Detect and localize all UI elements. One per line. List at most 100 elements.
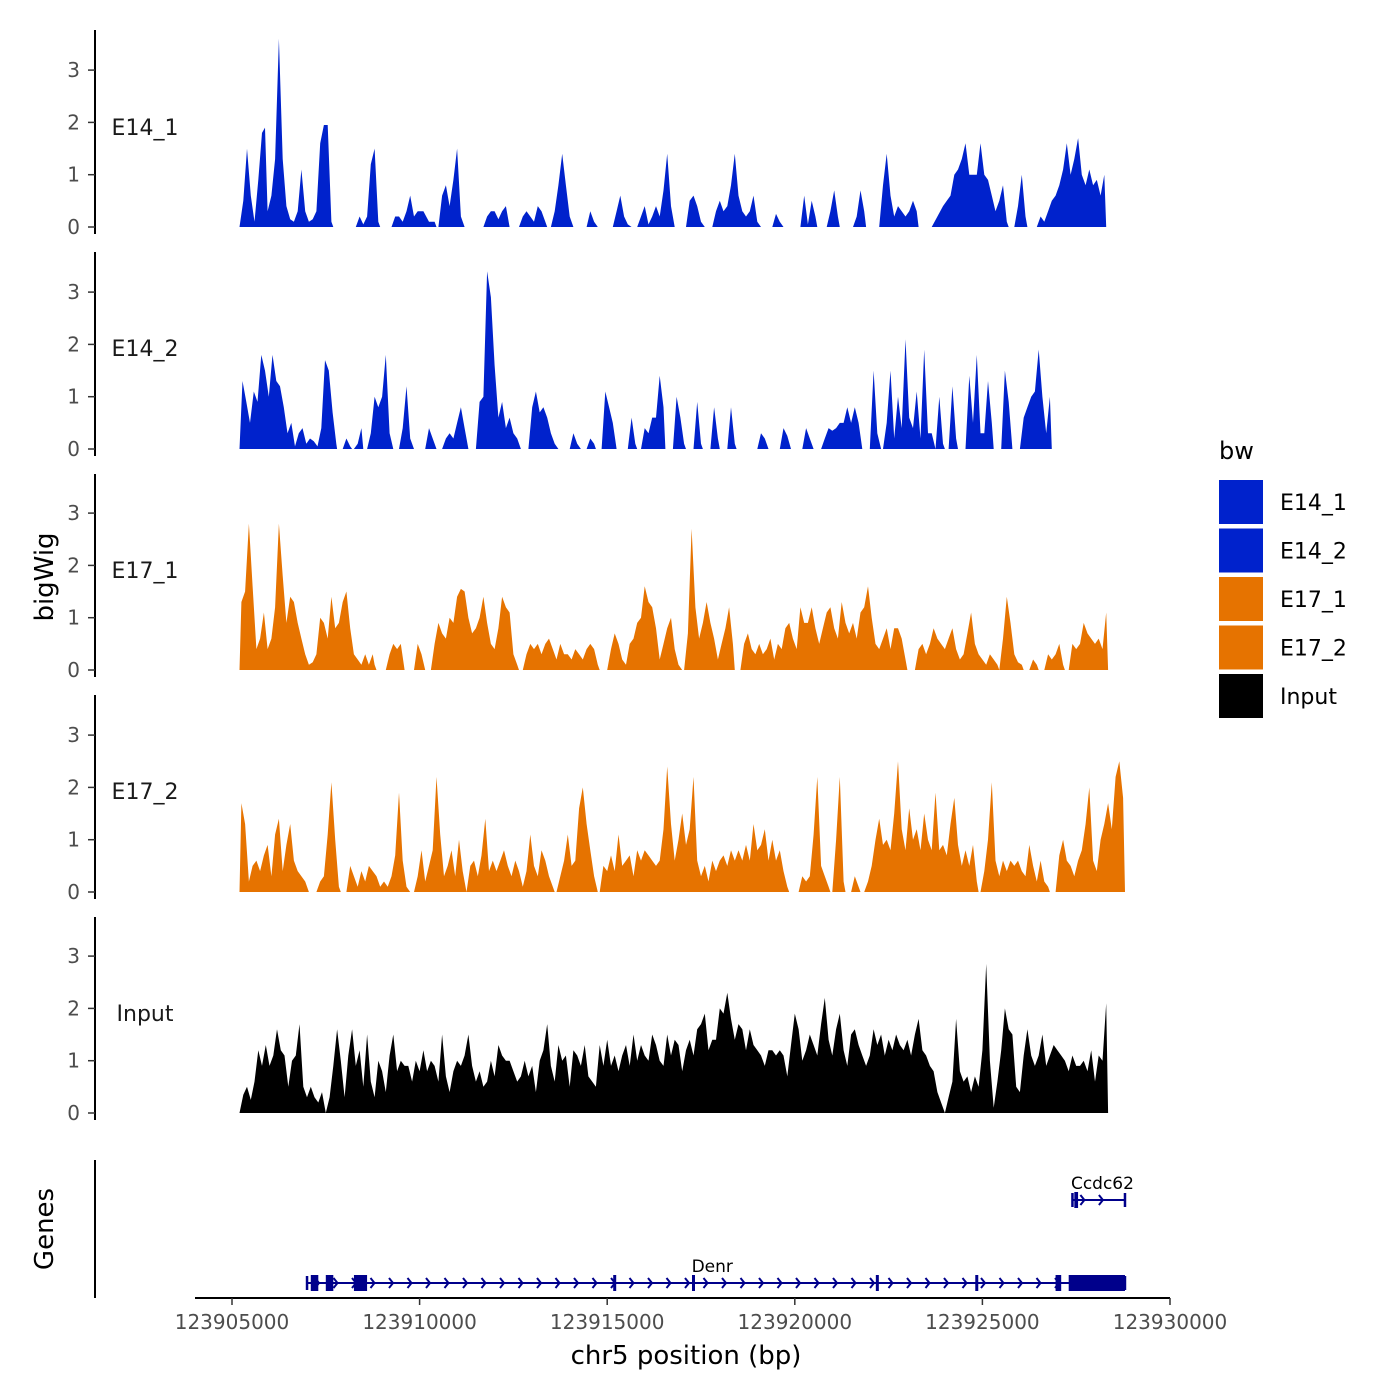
strand-arrow [462, 1277, 469, 1289]
y-tick-label: 3 [67, 944, 80, 968]
legend-swatch [1219, 577, 1263, 621]
x-tick-label: 123915000 [550, 1310, 665, 1334]
signal-tracks: 0 1 2 3 E14_1 0 1 2 3 E14_2 0 1 2 3 E17_1 0 1 2 3 E17_2 0 1 2 3… [67, 30, 1125, 1125]
gene-Denr: Denr [305, 1257, 1127, 1291]
legend-item-E17_1: E17_1 [1219, 577, 1347, 621]
strand-arrow [869, 1277, 876, 1289]
track-label: E17_1 [112, 559, 179, 584]
strand-arrow [591, 1277, 598, 1289]
strand-arrow [961, 1277, 968, 1289]
legend-label: E14_1 [1280, 491, 1347, 516]
area-E17_2 [239, 761, 1125, 892]
legend-item-Input: Input [1219, 674, 1337, 718]
y-tick-label: 1 [67, 828, 80, 852]
gene-Ccdc62: Ccdc62 [1071, 1174, 1134, 1208]
legend-label: E17_2 [1280, 637, 1347, 662]
exon [613, 1275, 617, 1291]
y-tick-label: 3 [67, 723, 80, 747]
strand-arrow [332, 1277, 339, 1289]
strand-arrow [813, 1277, 820, 1289]
exon [1068, 1275, 1125, 1291]
legend-item-E14_1: E14_1 [1219, 480, 1347, 524]
x-tick-label: 123910000 [362, 1310, 477, 1334]
exon [325, 1275, 334, 1291]
exon [691, 1275, 695, 1291]
x-tick-label: 123920000 [738, 1310, 853, 1334]
legend-item-E17_2: E17_2 [1219, 625, 1347, 670]
strand-arrow [943, 1277, 950, 1289]
strand-arrow [684, 1277, 691, 1289]
exon [1055, 1275, 1062, 1291]
gene-label: Ccdc62 [1071, 1174, 1134, 1194]
track-label: E14_2 [112, 337, 179, 362]
area-E17_1 [239, 523, 1109, 670]
strand-arrow [647, 1277, 654, 1289]
strand-arrow [721, 1277, 728, 1289]
x-axis-title: chr5 position (bp) [571, 1341, 802, 1371]
track-label: E17_2 [112, 780, 179, 805]
gene-label: Denr [692, 1257, 733, 1277]
legend-swatch [1219, 625, 1263, 670]
strand-arrow [554, 1277, 561, 1289]
y-tick-label: 1 [67, 385, 80, 409]
strand-arrow [536, 1277, 543, 1289]
y-tick-label: 0 [67, 1101, 80, 1125]
strand-arrow [388, 1277, 395, 1289]
x-tick-label: 123925000 [925, 1310, 1040, 1334]
y-tick-label: 0 [67, 658, 80, 682]
exon [310, 1275, 319, 1291]
strand-arrow [406, 1277, 413, 1289]
strand-arrow [850, 1277, 857, 1289]
strand-arrow [702, 1277, 709, 1289]
y-tick-label: 2 [67, 996, 80, 1020]
exon [975, 1275, 979, 1291]
x-tick-label: 123930000 [1113, 1310, 1228, 1334]
y-tick-label: 2 [67, 553, 80, 577]
strand-arrow [369, 1277, 376, 1289]
legend-swatch [1219, 528, 1263, 573]
y-tick-label: 0 [67, 880, 80, 904]
y-tick-label: 1 [67, 1049, 80, 1073]
legend-swatch [1219, 674, 1263, 718]
strand-arrow [739, 1277, 746, 1289]
strand-arrow [1098, 1194, 1105, 1206]
strand-arrow [758, 1277, 765, 1289]
y-tick-label: 1 [67, 163, 80, 187]
strand-arrow [443, 1277, 450, 1289]
y-tick-label: 2 [67, 775, 80, 799]
strand-arrow [665, 1277, 672, 1289]
x-tick-label: 123905000 [175, 1310, 290, 1334]
area-E14_2 [239, 271, 1052, 449]
strand-arrow [1017, 1277, 1024, 1289]
y-tick-label: 2 [67, 110, 80, 134]
area-Input [239, 963, 1109, 1113]
y-tick-label: 3 [67, 280, 80, 304]
strand-arrow [832, 1277, 839, 1289]
strand-arrow [1079, 1194, 1086, 1206]
strand-arrow [924, 1277, 931, 1289]
exon [875, 1275, 879, 1291]
track-Input: 0 1 2 3 Input [67, 917, 1109, 1125]
track-label: E14_1 [112, 116, 179, 141]
y-tick-label: 1 [67, 606, 80, 630]
x-axis: 123905000 123910000 123915000 123920000 1239… [175, 1297, 1228, 1334]
strand-arrow [795, 1277, 802, 1289]
genes-track: Ccdc62 Denr [94, 1160, 1134, 1298]
strand-arrow [980, 1277, 987, 1289]
legend-label: Input [1280, 685, 1337, 710]
exon [1074, 1192, 1079, 1208]
y-tick-label: 3 [67, 501, 80, 525]
legend: bw E14_1 E14_2 E17_1 E17_2 Input [1219, 437, 1347, 718]
y-tick-label: 0 [67, 437, 80, 461]
legend-label: E17_1 [1280, 588, 1347, 613]
track-E17_2: 0 1 2 3 E17_2 [67, 695, 1125, 904]
genes-axis-title: Genes [30, 1188, 60, 1270]
strand-arrow [480, 1277, 487, 1289]
exon [353, 1275, 368, 1291]
y-tick-label: 3 [67, 58, 80, 82]
legend-label: E14_2 [1280, 540, 1347, 565]
track-E17_1: 0 1 2 3 E17_1 [67, 474, 1109, 682]
legend-swatch [1219, 480, 1263, 524]
strand-arrow [906, 1277, 913, 1289]
